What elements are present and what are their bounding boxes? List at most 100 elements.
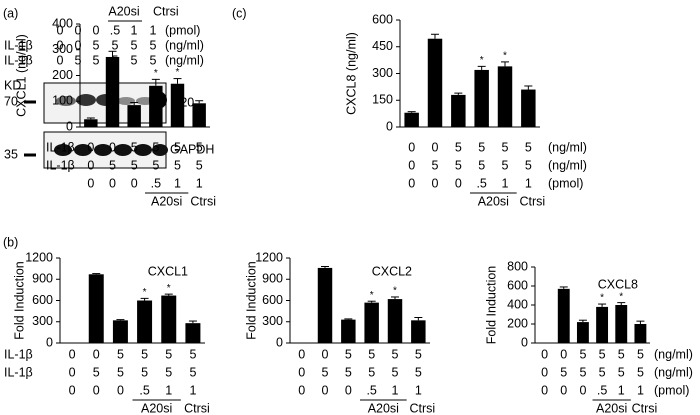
row-value: 1 (196, 176, 203, 190)
y-tick-label: 0 (66, 119, 73, 133)
row-value: 0 (560, 347, 567, 361)
band (134, 144, 152, 156)
row-value: 5 (165, 347, 172, 361)
row-label: IL-1β (4, 38, 33, 52)
row-value: 0 (117, 383, 124, 397)
row-value: 0 (93, 23, 100, 37)
y-tick-label: 900 (32, 272, 53, 286)
group-label: Ctrsi (519, 194, 545, 208)
row-value: .5 (110, 23, 120, 37)
row-value: 5 (174, 140, 181, 154)
y-tick-label: 300 (52, 42, 73, 56)
bar (137, 300, 153, 343)
marker-label: 35 (4, 147, 18, 161)
row-value: 5 (478, 158, 485, 172)
row-unit: (ng/ml) (654, 347, 693, 361)
band (56, 96, 76, 106)
y-tick-label: 400 (52, 16, 73, 30)
band (117, 97, 135, 105)
row-value: 1 (637, 383, 644, 397)
y-tick-label: 900 (262, 272, 283, 286)
row-value: 5 (75, 53, 82, 67)
row-value: 5 (93, 53, 100, 67)
y-tick-label: 450 (372, 39, 393, 53)
bar (576, 322, 589, 343)
y-tick-label: 300 (32, 314, 53, 328)
row-value: 5 (150, 38, 157, 52)
band-label: GAPDH (170, 142, 214, 156)
row-value: 5 (368, 347, 375, 361)
row-value: 0 (432, 176, 439, 190)
group-label: Ctrsi (184, 401, 210, 415)
y-axis-label: Fold Induction (12, 261, 26, 340)
row-value: 5 (525, 140, 532, 154)
chart-title: CXCL2 (372, 264, 412, 278)
row-value: 0 (408, 140, 415, 154)
row-value: 5 (345, 365, 352, 379)
group-label: Ctrsi (632, 401, 658, 415)
row-value: 5 (392, 347, 399, 361)
row-value: .5 (139, 383, 149, 397)
row-value: 0 (560, 383, 567, 397)
bar (427, 38, 443, 127)
significance: * (393, 286, 397, 297)
bar (149, 85, 163, 127)
row-value: 0 (87, 158, 94, 172)
bar (387, 299, 403, 343)
chart-title: CXCL8 (598, 277, 638, 291)
bar (411, 320, 426, 343)
y-tick-label: 0 (46, 335, 53, 349)
row-value: 0 (75, 23, 82, 37)
row-value: 5 (579, 365, 586, 379)
row-value: 5 (455, 140, 462, 154)
row-value: 0 (93, 347, 100, 361)
bar (88, 274, 104, 343)
bar (497, 66, 513, 127)
y-tick-label: 400 (507, 297, 528, 311)
row-value: 5 (141, 365, 148, 379)
row-value: 0 (579, 383, 586, 397)
row-value: 0 (57, 38, 64, 52)
y-tick-label: 0 (276, 335, 283, 349)
bar (170, 83, 185, 127)
row-value: 0 (109, 176, 116, 190)
significance: * (154, 68, 158, 79)
y-tick-label: 1200 (255, 250, 283, 264)
row-value: 5 (196, 158, 203, 172)
row-unit: (ng/ml) (165, 38, 204, 52)
row-value: 5 (141, 347, 148, 361)
row-value: 0 (322, 383, 329, 397)
row-value: 5 (131, 158, 138, 172)
significance: * (176, 67, 180, 78)
y-tick-label: 600 (507, 278, 528, 292)
row-value: 5 (618, 347, 625, 361)
row-value: 5 (131, 38, 138, 52)
row-value: 0 (131, 176, 138, 190)
y-axis-label: CXCL1 (ng/ml) (14, 34, 28, 117)
marker-label: 70 (4, 94, 18, 108)
group-label: A20si (368, 401, 399, 415)
y-tick-label: 800 (507, 259, 528, 273)
y-tick-label: 100 (52, 94, 73, 108)
band (76, 94, 96, 106)
row-value: .5 (476, 176, 486, 190)
row-value: 1 (150, 23, 157, 37)
row-value: 1 (618, 383, 625, 397)
row-value: 5 (345, 347, 352, 361)
row-unit: (pmol) (654, 383, 689, 397)
chart-title: CXCL1 (148, 264, 188, 278)
row-value: 5 (599, 347, 606, 361)
row-value: 0 (87, 176, 94, 190)
bar (127, 105, 141, 127)
row-value: 1 (189, 383, 196, 397)
bar (317, 267, 333, 343)
row-label: IL-1β (4, 53, 33, 67)
row-value: 5 (618, 365, 625, 379)
group-label: A20si (151, 194, 182, 208)
y-axis-label: Fold Induction (244, 261, 258, 340)
row-value: 5 (432, 158, 439, 172)
row-value: 0 (298, 365, 305, 379)
row-unit: (ng/ml) (165, 53, 204, 67)
row-value: 5 (117, 347, 124, 361)
